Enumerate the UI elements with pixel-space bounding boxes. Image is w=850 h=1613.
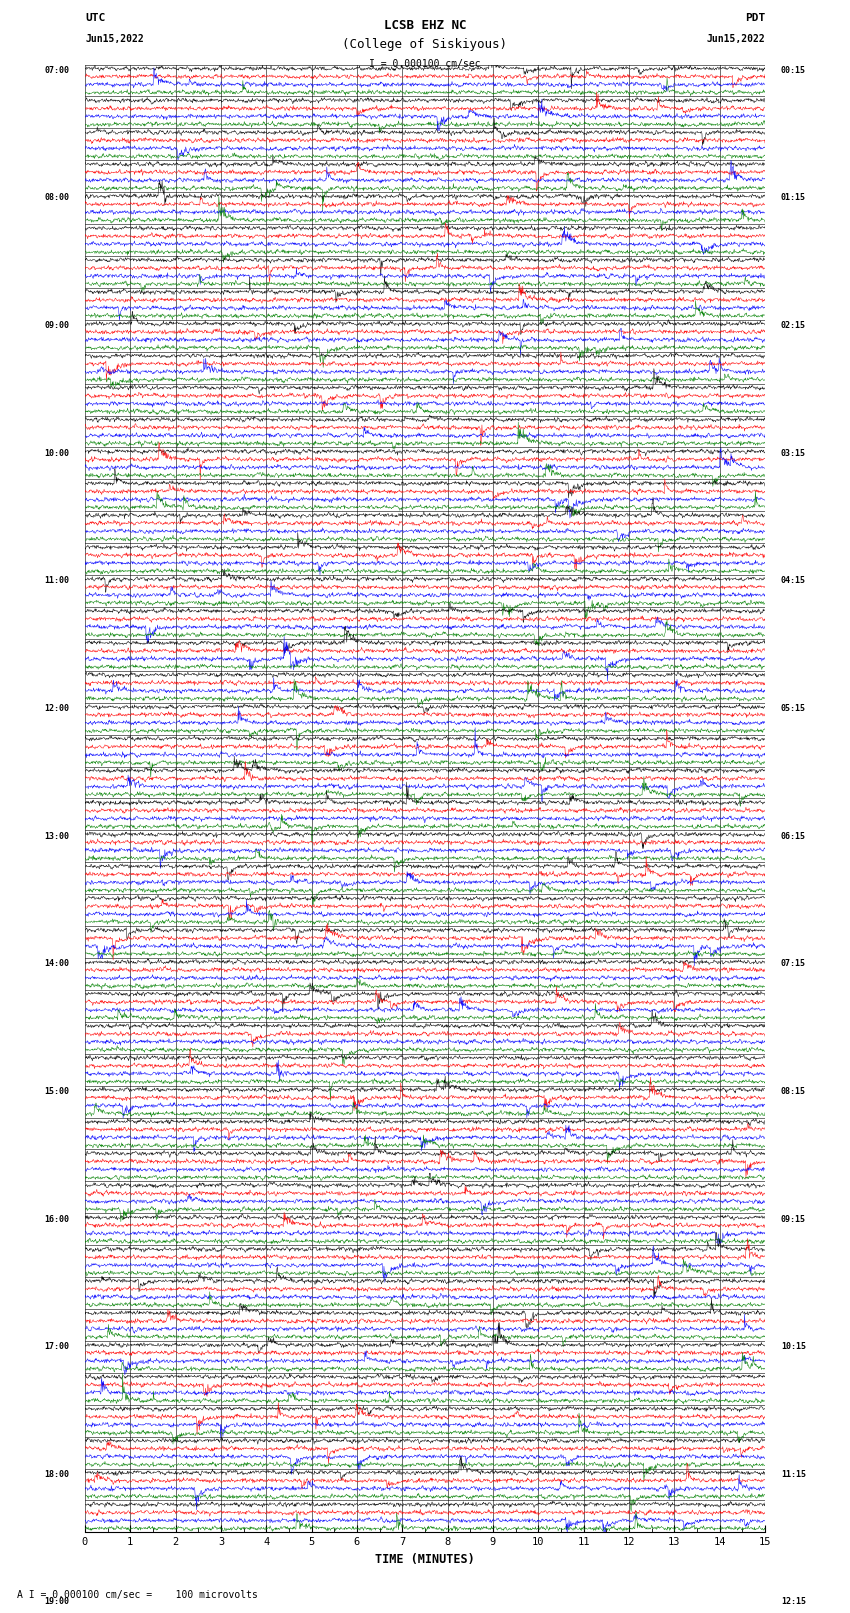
Text: 09:00: 09:00 — [44, 321, 69, 331]
Text: A I = 0.000100 cm/sec =    100 microvolts: A I = 0.000100 cm/sec = 100 microvolts — [17, 1590, 258, 1600]
Text: 12:00: 12:00 — [44, 703, 69, 713]
Text: I = 0.000100 cm/sec: I = 0.000100 cm/sec — [369, 60, 481, 69]
Text: 08:15: 08:15 — [781, 1087, 806, 1095]
Text: LCSB EHZ NC: LCSB EHZ NC — [383, 19, 467, 32]
Text: 02:15: 02:15 — [781, 321, 806, 331]
Text: 09:15: 09:15 — [781, 1215, 806, 1224]
Text: 11:00: 11:00 — [44, 576, 69, 586]
Text: Jun15,2022: Jun15,2022 — [85, 34, 144, 44]
Text: (College of Siskiyous): (College of Siskiyous) — [343, 39, 507, 52]
Text: Jun15,2022: Jun15,2022 — [706, 34, 765, 44]
Text: 11:15: 11:15 — [781, 1469, 806, 1479]
Text: 01:15: 01:15 — [781, 194, 806, 203]
Text: 10:15: 10:15 — [781, 1342, 806, 1352]
Text: 15:00: 15:00 — [44, 1087, 69, 1095]
Text: 08:00: 08:00 — [44, 194, 69, 203]
Text: UTC: UTC — [85, 13, 105, 24]
Text: 16:00: 16:00 — [44, 1215, 69, 1224]
Text: 07:00: 07:00 — [44, 66, 69, 74]
Text: 07:15: 07:15 — [781, 960, 806, 968]
Text: 03:15: 03:15 — [781, 448, 806, 458]
Text: 00:15: 00:15 — [781, 66, 806, 74]
Text: 06:15: 06:15 — [781, 832, 806, 840]
Text: 14:00: 14:00 — [44, 960, 69, 968]
Text: 17:00: 17:00 — [44, 1342, 69, 1352]
Text: 12:15: 12:15 — [781, 1597, 806, 1607]
Text: 13:00: 13:00 — [44, 832, 69, 840]
Text: 18:00: 18:00 — [44, 1469, 69, 1479]
X-axis label: TIME (MINUTES): TIME (MINUTES) — [375, 1553, 475, 1566]
Text: PDT: PDT — [745, 13, 765, 24]
Text: 10:00: 10:00 — [44, 448, 69, 458]
Text: 19:00: 19:00 — [44, 1597, 69, 1607]
Text: 04:15: 04:15 — [781, 576, 806, 586]
Text: 05:15: 05:15 — [781, 703, 806, 713]
